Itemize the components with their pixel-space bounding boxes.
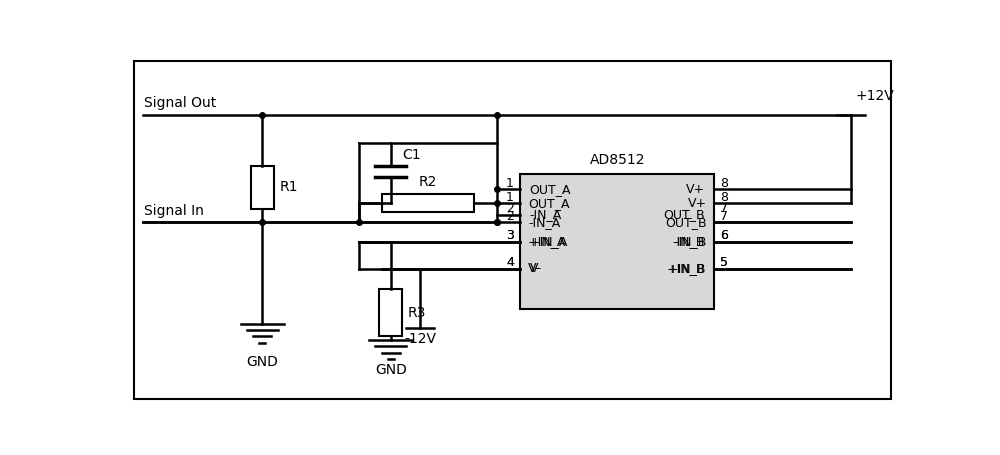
Text: 7: 7 bbox=[720, 210, 728, 223]
Text: -12V: -12V bbox=[404, 332, 436, 346]
Text: OUT_A: OUT_A bbox=[529, 183, 571, 196]
Text: V+: V+ bbox=[687, 197, 707, 210]
Text: -IN_B: -IN_B bbox=[673, 235, 705, 248]
Bar bbox=[379, 289, 402, 336]
Text: +IN_A: +IN_A bbox=[528, 235, 566, 248]
Text: 1: 1 bbox=[506, 191, 514, 203]
Text: R1: R1 bbox=[279, 181, 298, 194]
Text: OUT_B: OUT_B bbox=[665, 216, 707, 229]
Text: -IN_A: -IN_A bbox=[529, 208, 562, 221]
Text: +IN_B: +IN_B bbox=[668, 262, 707, 275]
Text: OUT_A: OUT_A bbox=[528, 197, 569, 210]
Text: Signal In: Signal In bbox=[144, 204, 204, 218]
Text: -IN_B: -IN_B bbox=[674, 235, 707, 248]
Text: R3: R3 bbox=[408, 306, 426, 319]
Text: -IN_A: -IN_A bbox=[528, 216, 560, 229]
Text: GND: GND bbox=[246, 355, 278, 369]
Text: AD8512: AD8512 bbox=[589, 153, 645, 167]
Text: 5: 5 bbox=[720, 256, 728, 269]
Bar bbox=[382, 194, 474, 212]
Text: R2: R2 bbox=[419, 175, 437, 189]
Text: +IN_B: +IN_B bbox=[666, 262, 705, 275]
Text: 4: 4 bbox=[506, 256, 514, 269]
Text: 2: 2 bbox=[506, 210, 514, 223]
Text: 1: 1 bbox=[506, 177, 514, 190]
Text: C1: C1 bbox=[402, 148, 421, 162]
Text: 8: 8 bbox=[720, 191, 728, 203]
Text: OUT_B: OUT_B bbox=[663, 208, 705, 221]
Text: +IN_A: +IN_A bbox=[529, 235, 568, 248]
Text: 8: 8 bbox=[720, 177, 728, 190]
Text: 3: 3 bbox=[506, 229, 514, 242]
Bar bbox=[520, 174, 714, 308]
Text: 4: 4 bbox=[506, 256, 514, 269]
Text: 7: 7 bbox=[720, 202, 728, 215]
Text: V-: V- bbox=[529, 262, 542, 275]
Text: +12V: +12V bbox=[855, 89, 894, 103]
Text: GND: GND bbox=[375, 363, 407, 377]
Text: 6: 6 bbox=[720, 229, 728, 242]
Text: Signal Out: Signal Out bbox=[144, 96, 217, 110]
Text: 3: 3 bbox=[506, 229, 514, 242]
Bar bbox=[251, 166, 274, 208]
Text: V+: V+ bbox=[686, 183, 705, 196]
Text: 2: 2 bbox=[506, 202, 514, 215]
Text: 6: 6 bbox=[720, 229, 728, 242]
Text: 5: 5 bbox=[720, 256, 728, 269]
Text: V-: V- bbox=[528, 262, 540, 275]
